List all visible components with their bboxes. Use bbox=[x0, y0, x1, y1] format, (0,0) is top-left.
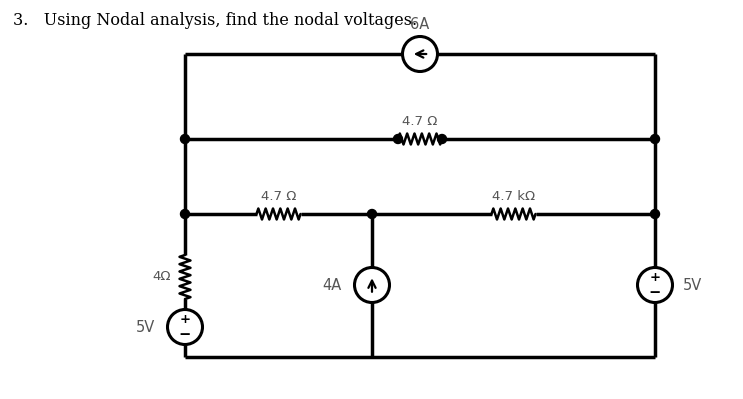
Text: 4.7 kΩ: 4.7 kΩ bbox=[492, 190, 535, 203]
Text: 5V: 5V bbox=[136, 320, 155, 334]
Text: 4.7 Ω: 4.7 Ω bbox=[402, 115, 438, 128]
Text: −: − bbox=[649, 285, 661, 300]
Text: −: − bbox=[179, 327, 191, 342]
Text: +: + bbox=[180, 313, 190, 326]
Circle shape bbox=[438, 134, 447, 144]
Text: 5V: 5V bbox=[683, 277, 702, 292]
Circle shape bbox=[651, 209, 660, 219]
Circle shape bbox=[368, 209, 377, 219]
Circle shape bbox=[181, 209, 189, 219]
Text: 4A: 4A bbox=[322, 277, 342, 292]
Circle shape bbox=[181, 134, 189, 144]
Text: 4Ω: 4Ω bbox=[152, 271, 171, 284]
Text: 3.   Using Nodal analysis, find the nodal voltages.: 3. Using Nodal analysis, find the nodal … bbox=[13, 12, 418, 29]
Text: 4.7 Ω: 4.7 Ω bbox=[261, 190, 296, 203]
Circle shape bbox=[651, 134, 660, 144]
Text: +: + bbox=[649, 271, 661, 284]
Circle shape bbox=[394, 134, 403, 144]
Text: 6A: 6A bbox=[410, 17, 429, 32]
